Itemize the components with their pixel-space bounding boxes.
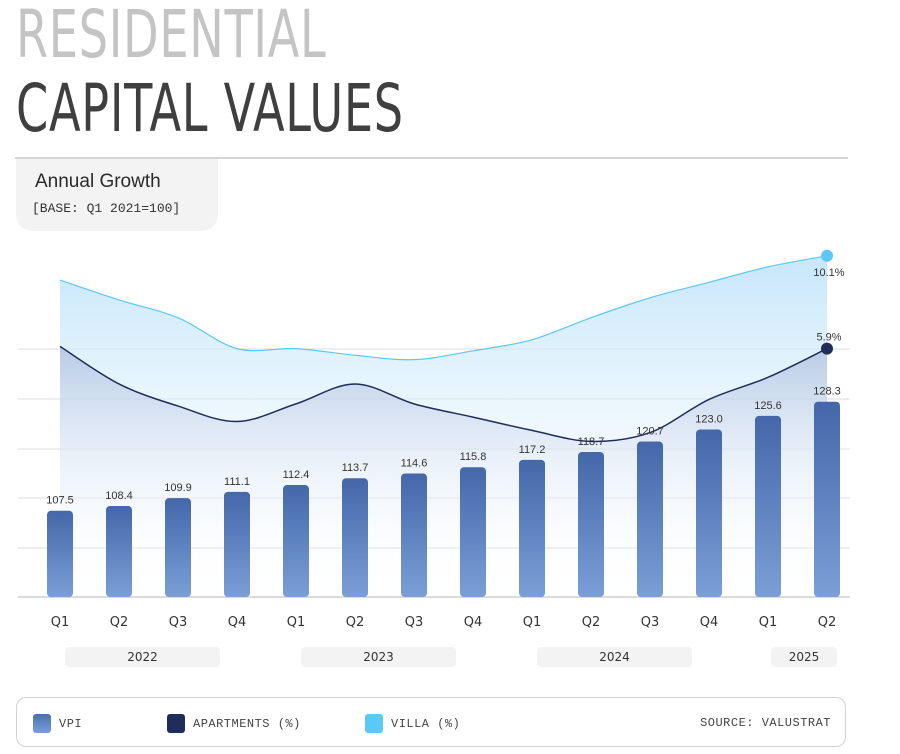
x-tick-label: Q1 [287, 615, 306, 630]
year-pill [771, 647, 837, 667]
x-tick-label: Q4 [228, 615, 247, 630]
vpi-bar-label: 112.4 [283, 469, 310, 481]
x-tick-label: Q2 [346, 615, 365, 630]
x-tick-label: Q4 [700, 615, 719, 630]
vpi-bar [165, 498, 191, 597]
vpi-bar [106, 505, 132, 597]
vpi-bar [814, 401, 840, 597]
villa-end-label: 10.1% [813, 267, 844, 279]
x-tick-label: Q4 [464, 615, 483, 630]
legend-item-apartments: APARTMENTS (%) [167, 714, 301, 733]
vpi-bar [460, 467, 486, 597]
vpi-swatch [33, 714, 51, 733]
vpi-bar-label: 115.8 [460, 451, 487, 463]
vpi-bar-label: 118.7 [578, 436, 605, 448]
villa-end-marker [821, 249, 833, 262]
apartments-end-label: 5.9% [816, 332, 841, 344]
villa-swatch [365, 714, 383, 733]
year-label: 2023 [363, 650, 394, 664]
chart: 107.5 108.4 109.9 111.1 112.4 113.7 114.6 115.8… [18, 249, 850, 667]
vpi-bar [696, 429, 722, 597]
legend-item-vpi: VPI [33, 714, 82, 733]
legend-label: VPI [59, 716, 83, 731]
apartments-line [59, 345, 828, 443]
x-tick-label: Q2 [110, 615, 129, 630]
year-pill [301, 647, 456, 667]
x-tick-label: Q1 [523, 615, 542, 630]
legend-item-villa: VILLA (%) [365, 714, 460, 733]
vpi-bar-label: 111.1 [224, 476, 250, 488]
vpi-bar-label: 109.9 [164, 482, 192, 494]
vpi-bar-label: 107.5 [46, 495, 74, 507]
legend-label: APARTMENTS (%) [193, 716, 301, 731]
x-tick-label: Q2 [582, 615, 601, 630]
year-label: 2024 [599, 650, 630, 664]
vpi-bar-label: 120.7 [636, 426, 664, 438]
x-tick-label: Q3 [169, 615, 188, 630]
vpi-bar [47, 510, 73, 597]
vpi-bar-label: 128.3 [813, 386, 841, 398]
x-tick-label: Q3 [641, 615, 660, 630]
villa-line [59, 255, 828, 361]
legend: VPI APARTMENTS (%) VILLA (%) SOURCE: VAL… [16, 697, 846, 747]
vpi-bar-label: 125.6 [754, 400, 782, 412]
vpi-bar [342, 478, 368, 597]
apartments-swatch [167, 714, 185, 733]
legend-label: VILLA (%) [391, 716, 461, 731]
x-tick-label: Q3 [405, 615, 424, 630]
title-line-1: RESIDENTIAL [16, 0, 327, 73]
chart-subtitle: Annual Growth [35, 171, 161, 192]
x-tick-label: Q1 [51, 615, 70, 630]
year-pill [65, 647, 220, 667]
x-tick-label: Q2 [818, 615, 837, 630]
apartments-area [60, 346, 827, 597]
source-note: SOURCE: VALUSTRAT [700, 716, 831, 730]
vpi-bar [755, 415, 781, 597]
info-box: Annual Growth [BASE: Q1 2021=100] [16, 159, 218, 231]
x-tick-label: Q1 [759, 615, 778, 630]
title-line-2: CAPITAL VALUES [16, 70, 404, 147]
vpi-bar [578, 452, 604, 597]
year-label: 2022 [127, 650, 158, 664]
year-pill [537, 647, 692, 667]
year-label: 2025 [789, 650, 820, 664]
vpi-bar-label: 113.7 [342, 462, 369, 474]
vpi-bar-label: 114.6 [401, 457, 428, 469]
vpi-bar-label: 108.4 [105, 490, 133, 502]
vpi-bar [519, 459, 545, 597]
apartments-end-marker [821, 342, 833, 355]
vpi-bar [401, 473, 427, 597]
title-divider [15, 157, 848, 159]
vpi-bar [637, 441, 663, 597]
vpi-bar-label: 117.2 [519, 444, 546, 456]
vpi-bar-label: 123.0 [695, 413, 723, 425]
vpi-bar [224, 491, 250, 597]
vpi-bar [283, 485, 309, 597]
base-note: [BASE: Q1 2021=100] [32, 201, 181, 216]
